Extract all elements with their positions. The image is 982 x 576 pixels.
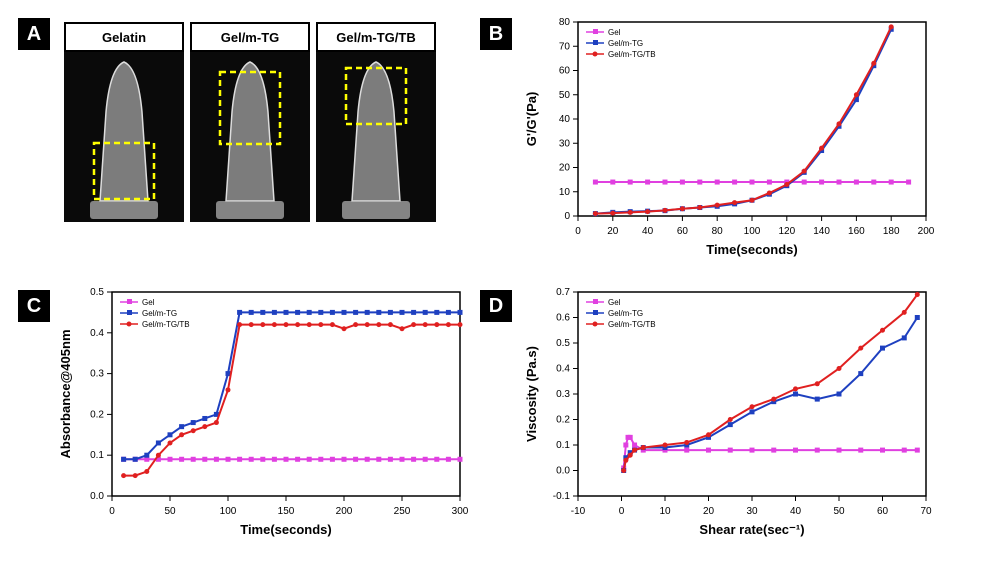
svg-text:Time(seconds): Time(seconds) [240,522,332,537]
svg-text:0.7: 0.7 [556,287,570,298]
photo-frame: Gel/m-TG/TB [316,22,436,222]
svg-text:Gel/m-TG/TB: Gel/m-TG/TB [608,320,656,329]
svg-text:Time(seconds): Time(seconds) [706,242,798,257]
svg-text:70: 70 [559,41,571,52]
svg-text:40: 40 [790,506,802,517]
photo-header-label: Gelatin [64,22,184,52]
svg-text:0: 0 [564,211,570,222]
panel-label-b: B [480,18,512,50]
svg-text:Gel: Gel [608,28,621,37]
svg-text:200: 200 [336,506,353,517]
svg-text:180: 180 [883,226,900,237]
svg-text:0: 0 [619,506,625,517]
svg-text:100: 100 [744,226,761,237]
svg-text:0.6: 0.6 [556,313,570,324]
svg-text:-0.1: -0.1 [553,491,571,502]
svg-text:120: 120 [778,226,795,237]
svg-text:70: 70 [920,506,932,517]
photo-header-label: Gel/m-TG [190,22,310,52]
svg-text:Gel: Gel [142,298,155,307]
svg-text:Shear rate(sec⁻¹): Shear rate(sec⁻¹) [699,522,804,537]
svg-text:Gel/m-TG/TB: Gel/m-TG/TB [142,320,190,329]
figure-container: A B C D Gelatin Gel/m-TG Gel/m-TG/TB 0 20… [0,0,982,576]
svg-text:0.4: 0.4 [90,328,104,339]
svg-text:150: 150 [278,506,295,517]
svg-text:60: 60 [877,506,889,517]
chart-d: -10 0 10 20 30 40 50 60 70 -0.1 0.0 0.1 0.2 0.3 0.4 0.5… [520,282,940,542]
svg-text:50: 50 [833,506,845,517]
svg-text:0.3: 0.3 [556,389,570,400]
svg-text:G'/G'(Pa): G'/G'(Pa) [524,92,539,147]
svg-text:Gel/m-TG: Gel/m-TG [608,309,643,318]
svg-text:60: 60 [559,66,571,77]
svg-text:Gel/m-TG: Gel/m-TG [608,39,643,48]
svg-text:0.0: 0.0 [556,466,570,477]
svg-text:300: 300 [452,506,469,517]
svg-text:100: 100 [220,506,237,517]
svg-text:0: 0 [575,226,581,237]
panel-label-d: D [480,290,512,322]
svg-text:60: 60 [677,226,689,237]
panel-label-a: A [18,18,50,50]
svg-text:0.5: 0.5 [556,338,570,349]
svg-text:250: 250 [394,506,411,517]
svg-text:0.0: 0.0 [90,491,104,502]
photo-header-label: Gel/m-TG/TB [316,22,436,52]
svg-text:0.2: 0.2 [90,409,104,420]
tube-svg [64,52,184,222]
svg-text:0.2: 0.2 [556,415,570,426]
svg-text:50: 50 [559,90,571,101]
panel-a-photos: Gelatin Gel/m-TG Gel/m-TG/TB [64,22,436,222]
svg-text:10: 10 [659,506,671,517]
chart-c: 0 50 100 150 200 250 300 0.0 0.1 0.2 0.3 0.4 0.5 Time… [54,282,474,542]
svg-text:-10: -10 [571,506,586,517]
svg-text:80: 80 [559,17,571,28]
chart-b: 0 20 40 60 80 100 120 140 160 180 200 0 10 20 30 40 50 60… [520,12,940,262]
svg-text:0.3: 0.3 [90,369,104,380]
svg-text:140: 140 [813,226,830,237]
svg-text:0.1: 0.1 [90,450,104,461]
svg-text:50: 50 [164,506,176,517]
svg-text:40: 40 [642,226,654,237]
svg-text:0.4: 0.4 [556,364,570,375]
svg-text:10: 10 [559,187,571,198]
svg-text:80: 80 [712,226,724,237]
tube-svg [316,52,436,222]
svg-text:160: 160 [848,226,865,237]
svg-text:40: 40 [559,114,571,125]
svg-text:Gel/m-TG: Gel/m-TG [142,309,177,318]
svg-text:0.5: 0.5 [90,287,104,298]
svg-text:0: 0 [109,506,115,517]
svg-text:Viscosity (Pa.s): Viscosity (Pa.s) [524,346,539,442]
svg-text:20: 20 [607,226,619,237]
svg-text:20: 20 [559,163,571,174]
photo-frame: Gelatin [64,22,184,222]
svg-text:200: 200 [918,226,935,237]
svg-text:Gel/m-TG/TB: Gel/m-TG/TB [608,50,656,59]
svg-text:30: 30 [559,138,571,149]
svg-text:0.1: 0.1 [556,440,570,451]
panel-label-c: C [18,290,50,322]
svg-text:Absorbance@405nm: Absorbance@405nm [58,330,73,459]
svg-text:30: 30 [746,506,758,517]
photo-frame: Gel/m-TG [190,22,310,222]
tube-svg [190,52,310,222]
svg-text:Gel: Gel [608,298,621,307]
svg-text:20: 20 [703,506,715,517]
